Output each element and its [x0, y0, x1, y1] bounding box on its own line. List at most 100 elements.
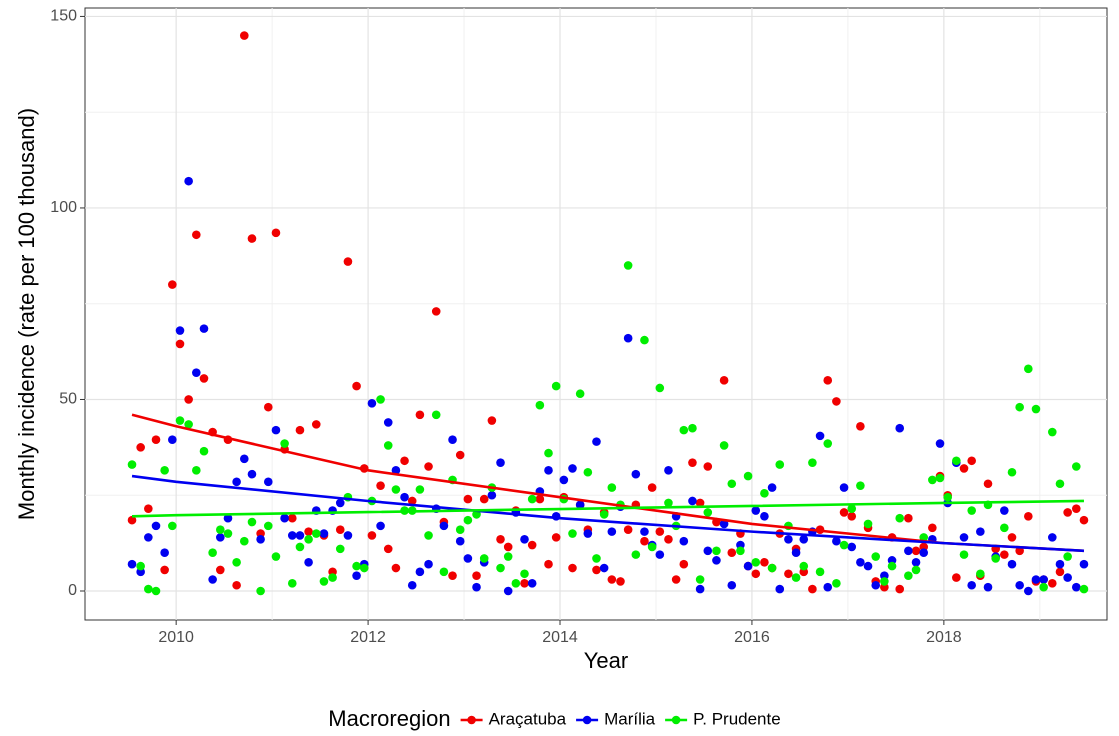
- point: [424, 531, 433, 540]
- point: [727, 580, 737, 590]
- point: [623, 525, 633, 535]
- point: [911, 565, 921, 575]
- point: [568, 563, 577, 573]
- point: [304, 557, 313, 567]
- point: [895, 513, 905, 523]
- point: [935, 439, 945, 448]
- point: [168, 280, 177, 289]
- point: [192, 466, 201, 475]
- point: [520, 579, 529, 588]
- point: [232, 580, 241, 590]
- point: [928, 475, 937, 485]
- point: [1055, 479, 1065, 489]
- point: [895, 584, 905, 594]
- point: [1063, 552, 1072, 561]
- point: [448, 435, 457, 444]
- point: [295, 425, 305, 435]
- point: [352, 561, 361, 571]
- point: [607, 527, 617, 536]
- point: [127, 559, 137, 569]
- point: [1071, 582, 1081, 592]
- point: [256, 534, 265, 544]
- point: [1015, 580, 1024, 590]
- point: [263, 402, 273, 412]
- point: [184, 420, 193, 429]
- point: [352, 381, 361, 391]
- point: [208, 575, 217, 584]
- point: [911, 546, 921, 556]
- point: [703, 462, 713, 471]
- point: [919, 533, 929, 542]
- point: [832, 536, 841, 546]
- point: [647, 542, 657, 552]
- point: [168, 521, 177, 531]
- point: [863, 561, 873, 571]
- point: [439, 521, 449, 531]
- point: [959, 550, 969, 559]
- point: [335, 525, 345, 535]
- point: [391, 485, 401, 494]
- point: [431, 410, 441, 420]
- point: [847, 512, 857, 521]
- point: [463, 515, 473, 525]
- x-tick-label: 2018: [926, 629, 962, 646]
- point: [383, 418, 393, 427]
- x-axis-title: Year: [584, 648, 628, 673]
- point: [376, 481, 385, 490]
- point: [592, 554, 601, 563]
- point: [799, 561, 809, 571]
- point: [391, 466, 401, 475]
- y-tick-label: 150: [50, 8, 77, 25]
- point: [679, 536, 689, 546]
- point: [823, 582, 833, 592]
- point: [1031, 575, 1041, 584]
- point: [520, 569, 529, 579]
- point: [616, 577, 625, 586]
- point: [952, 573, 961, 582]
- point: [407, 580, 417, 590]
- point: [527, 579, 537, 588]
- point: [304, 534, 313, 544]
- x-tick-label: 2016: [734, 629, 770, 646]
- point: [1024, 512, 1033, 521]
- point: [343, 531, 353, 540]
- point: [520, 534, 529, 544]
- point: [904, 571, 913, 580]
- point: [359, 563, 369, 573]
- point: [671, 575, 681, 584]
- point: [967, 456, 976, 466]
- point: [400, 456, 409, 466]
- point: [335, 544, 345, 554]
- point: [712, 556, 721, 565]
- point: [647, 483, 657, 492]
- point: [784, 569, 793, 579]
- point: [527, 494, 537, 504]
- point: [208, 548, 217, 557]
- point: [376, 395, 385, 404]
- point: [760, 489, 769, 498]
- point: [136, 561, 145, 571]
- point: [407, 496, 417, 506]
- y-tick-label: 50: [59, 391, 77, 408]
- point: [1055, 567, 1065, 577]
- point: [184, 176, 193, 186]
- point: [319, 529, 329, 538]
- point: [472, 510, 481, 519]
- point: [168, 435, 177, 444]
- point: [775, 584, 785, 594]
- point: [839, 508, 849, 517]
- point: [455, 525, 465, 535]
- point: [256, 586, 265, 596]
- point: [271, 425, 281, 435]
- point: [880, 577, 889, 586]
- point: [640, 527, 649, 536]
- point: [583, 529, 593, 538]
- point: [535, 494, 545, 504]
- point: [311, 420, 321, 429]
- point: [664, 466, 673, 475]
- point: [727, 548, 737, 557]
- point: [367, 531, 377, 540]
- point: [1015, 402, 1024, 412]
- point: [247, 517, 257, 527]
